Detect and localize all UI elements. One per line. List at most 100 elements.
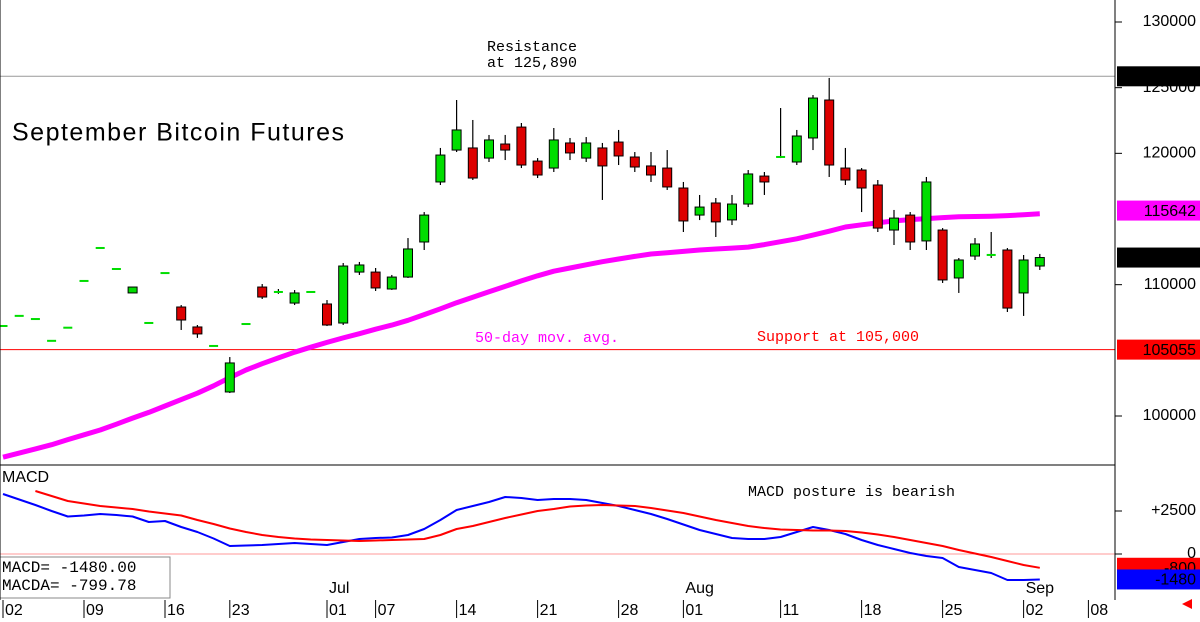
candle-body xyxy=(597,147,608,167)
annotation: Resistance xyxy=(487,39,577,56)
candle-body xyxy=(63,326,73,329)
candle-body xyxy=(370,271,381,289)
candle-body xyxy=(1034,257,1045,267)
candle-body xyxy=(224,362,235,393)
x-tick-label: 21 xyxy=(540,602,558,619)
candle-body xyxy=(921,181,932,242)
candle-body xyxy=(451,129,462,151)
readout: MACD= -1480.00 xyxy=(2,559,136,577)
candle-body xyxy=(678,187,689,222)
candle-body xyxy=(776,155,786,158)
month-label: Jul xyxy=(329,580,349,597)
value-box xyxy=(1117,247,1200,268)
candle-body xyxy=(403,248,413,278)
candle-body xyxy=(1002,249,1013,309)
candle-body xyxy=(824,99,835,166)
candle-body xyxy=(419,214,430,243)
candle-body xyxy=(241,323,251,326)
x-tick-label: 23 xyxy=(232,602,250,619)
readout: MACDA= -799.78 xyxy=(2,577,136,595)
x-tick-label: 11 xyxy=(783,602,800,619)
candle-body xyxy=(937,229,948,281)
line xyxy=(2,211,1040,460)
candle-body xyxy=(986,253,996,256)
candle-body xyxy=(209,344,219,347)
month-label: Sep xyxy=(1026,580,1055,597)
candle-body xyxy=(905,214,916,243)
y-tick-label: 0 xyxy=(1187,545,1196,562)
ma-label: 50-day mov. avg. xyxy=(475,330,619,347)
candle-body xyxy=(127,286,138,294)
y-tick-label: 130000 xyxy=(1143,13,1196,30)
value-box-label: -1480 xyxy=(1155,572,1196,589)
macd-title: MACD xyxy=(2,469,49,486)
candle-body xyxy=(548,139,559,169)
candle-body xyxy=(257,286,268,298)
x-tick-label: 25 xyxy=(945,602,963,619)
candle-body xyxy=(953,259,964,279)
candle-body xyxy=(759,175,770,183)
candle-body xyxy=(435,154,446,183)
candle-body xyxy=(322,303,332,326)
candle-body xyxy=(95,246,105,249)
candle-body xyxy=(727,203,737,221)
candle-body xyxy=(500,143,511,151)
candle-body xyxy=(386,276,397,290)
x-tick-label: 14 xyxy=(459,602,477,619)
candle-body xyxy=(306,290,316,293)
candle-body xyxy=(467,147,478,179)
candle-body xyxy=(0,324,8,327)
candle-body xyxy=(273,290,283,293)
candle-body xyxy=(743,173,754,205)
chart-title: September Bitcoin Futures xyxy=(12,119,345,147)
x-tick-label: 02 xyxy=(1026,602,1044,619)
candle-body xyxy=(581,142,592,159)
value-box-label: 125865 xyxy=(1143,69,1196,86)
candle-body xyxy=(856,169,867,189)
value-box xyxy=(1117,339,1200,360)
x-tick-label: 28 xyxy=(621,602,639,619)
y-tick-label: 100000 xyxy=(1143,407,1196,424)
candle-body xyxy=(532,160,543,176)
candle-body xyxy=(79,279,89,282)
candle-body xyxy=(1018,259,1029,294)
candle-body xyxy=(30,318,40,321)
candle-body xyxy=(646,165,656,176)
candle-body xyxy=(808,97,818,139)
candle-body xyxy=(872,184,883,229)
candle-body xyxy=(791,135,802,163)
value-box xyxy=(1117,200,1200,221)
candle-body xyxy=(840,167,851,181)
line xyxy=(35,490,1040,569)
x-tick-label: 18 xyxy=(864,602,882,619)
readout-box xyxy=(0,556,171,599)
x-tick-label: 01 xyxy=(329,602,347,619)
y-tick-label: 110000 xyxy=(1144,276,1196,293)
candle-body xyxy=(144,321,154,324)
annotation: at 125,890 xyxy=(487,55,577,72)
candle-body xyxy=(710,202,721,223)
candle-body xyxy=(176,306,187,321)
x-tick-label: 02 xyxy=(5,602,23,619)
candle-body xyxy=(111,267,121,270)
month-label: Aug xyxy=(685,580,713,597)
candle-body xyxy=(662,167,673,188)
value-box-label: 105055 xyxy=(1143,342,1196,359)
candle-body xyxy=(516,126,527,166)
candle-body xyxy=(613,141,624,157)
x-tick-label: 08 xyxy=(1090,602,1108,619)
candle-body xyxy=(354,264,365,273)
value-box xyxy=(1117,569,1200,590)
candle-body xyxy=(565,142,575,154)
candle-body xyxy=(192,326,203,335)
y-tick-label: 120000 xyxy=(1143,145,1196,162)
x-tick-label: 09 xyxy=(86,602,104,619)
annotation: MACD posture is bearish xyxy=(748,484,955,501)
candle-body xyxy=(47,339,57,342)
candle-body xyxy=(629,156,640,168)
value-box-label: 115642 xyxy=(1144,203,1196,220)
x-tick-label: 01 xyxy=(685,602,703,619)
candle-body xyxy=(14,314,24,317)
